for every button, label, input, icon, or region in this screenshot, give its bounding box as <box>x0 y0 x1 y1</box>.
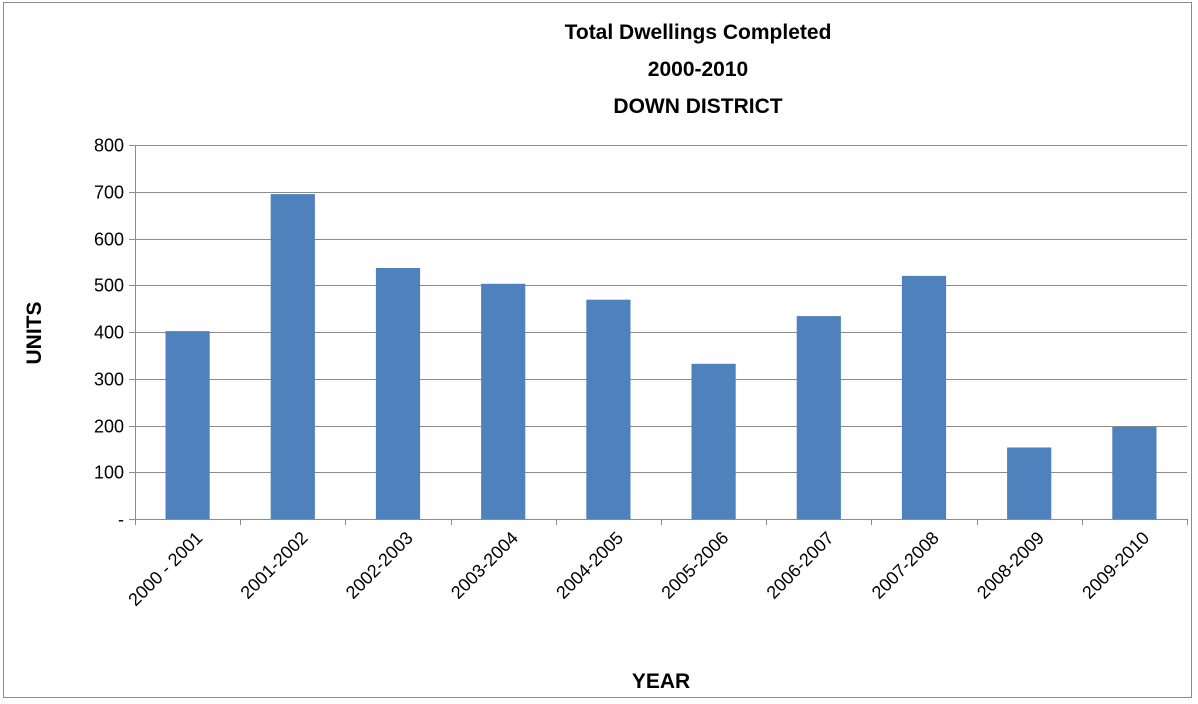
chart-title-line-2: 2000-2010 <box>648 58 748 81</box>
y-tick-label: 400 <box>94 323 124 343</box>
axes <box>129 145 1188 525</box>
x-tick-labels: 2000 - 2001 2001-2002 2002-2003 2003-2004 20… <box>124 528 1153 610</box>
bar <box>796 316 841 519</box>
bar <box>481 283 526 519</box>
y-tick-label: 600 <box>94 230 124 250</box>
x-tick-label: 2004-2005 <box>552 528 627 603</box>
bar <box>691 363 736 519</box>
y-tick-label: 300 <box>94 370 124 390</box>
x-axis-title: YEAR <box>632 670 690 693</box>
y-tick-label: 700 <box>94 183 124 203</box>
x-tick-label: 2009-2010 <box>1078 528 1153 603</box>
y-tick-labels: - 100 200 300 400 500 600 700 800 <box>94 136 124 530</box>
x-tick-label: 2008-2009 <box>973 528 1048 603</box>
bar <box>1112 426 1157 519</box>
y-tick-label: - <box>118 510 124 530</box>
y-tick-label: 200 <box>94 417 124 437</box>
y-tick-label: 800 <box>94 136 124 156</box>
x-tick-label: 2006-2007 <box>763 528 838 603</box>
bar <box>375 268 421 519</box>
x-tick-label: 2005-2006 <box>657 528 732 603</box>
bar <box>1007 447 1052 519</box>
chart-title-line-3: DOWN DISTRICT <box>613 95 782 118</box>
bar <box>586 299 631 519</box>
chart-title-line-1: Total Dwellings Completed <box>565 21 832 44</box>
chart-title: Total Dwellings Completed 2000-2010 DOWN… <box>565 21 832 118</box>
y-tick-label: 500 <box>94 276 124 296</box>
x-tick-label: 2000 - 2001 <box>124 528 206 610</box>
x-tick-label: 2002-2003 <box>342 528 417 603</box>
y-tick-label: 100 <box>94 463 124 483</box>
x-tick-label: 2001-2002 <box>237 528 312 603</box>
bar <box>165 331 210 519</box>
bars <box>165 194 1157 519</box>
x-tick-label: 2007-2008 <box>868 528 943 603</box>
bar <box>901 275 947 519</box>
y-axis-title: UNITS <box>23 302 46 365</box>
bar <box>270 194 315 519</box>
x-tick-label: 2003-2004 <box>447 528 522 603</box>
